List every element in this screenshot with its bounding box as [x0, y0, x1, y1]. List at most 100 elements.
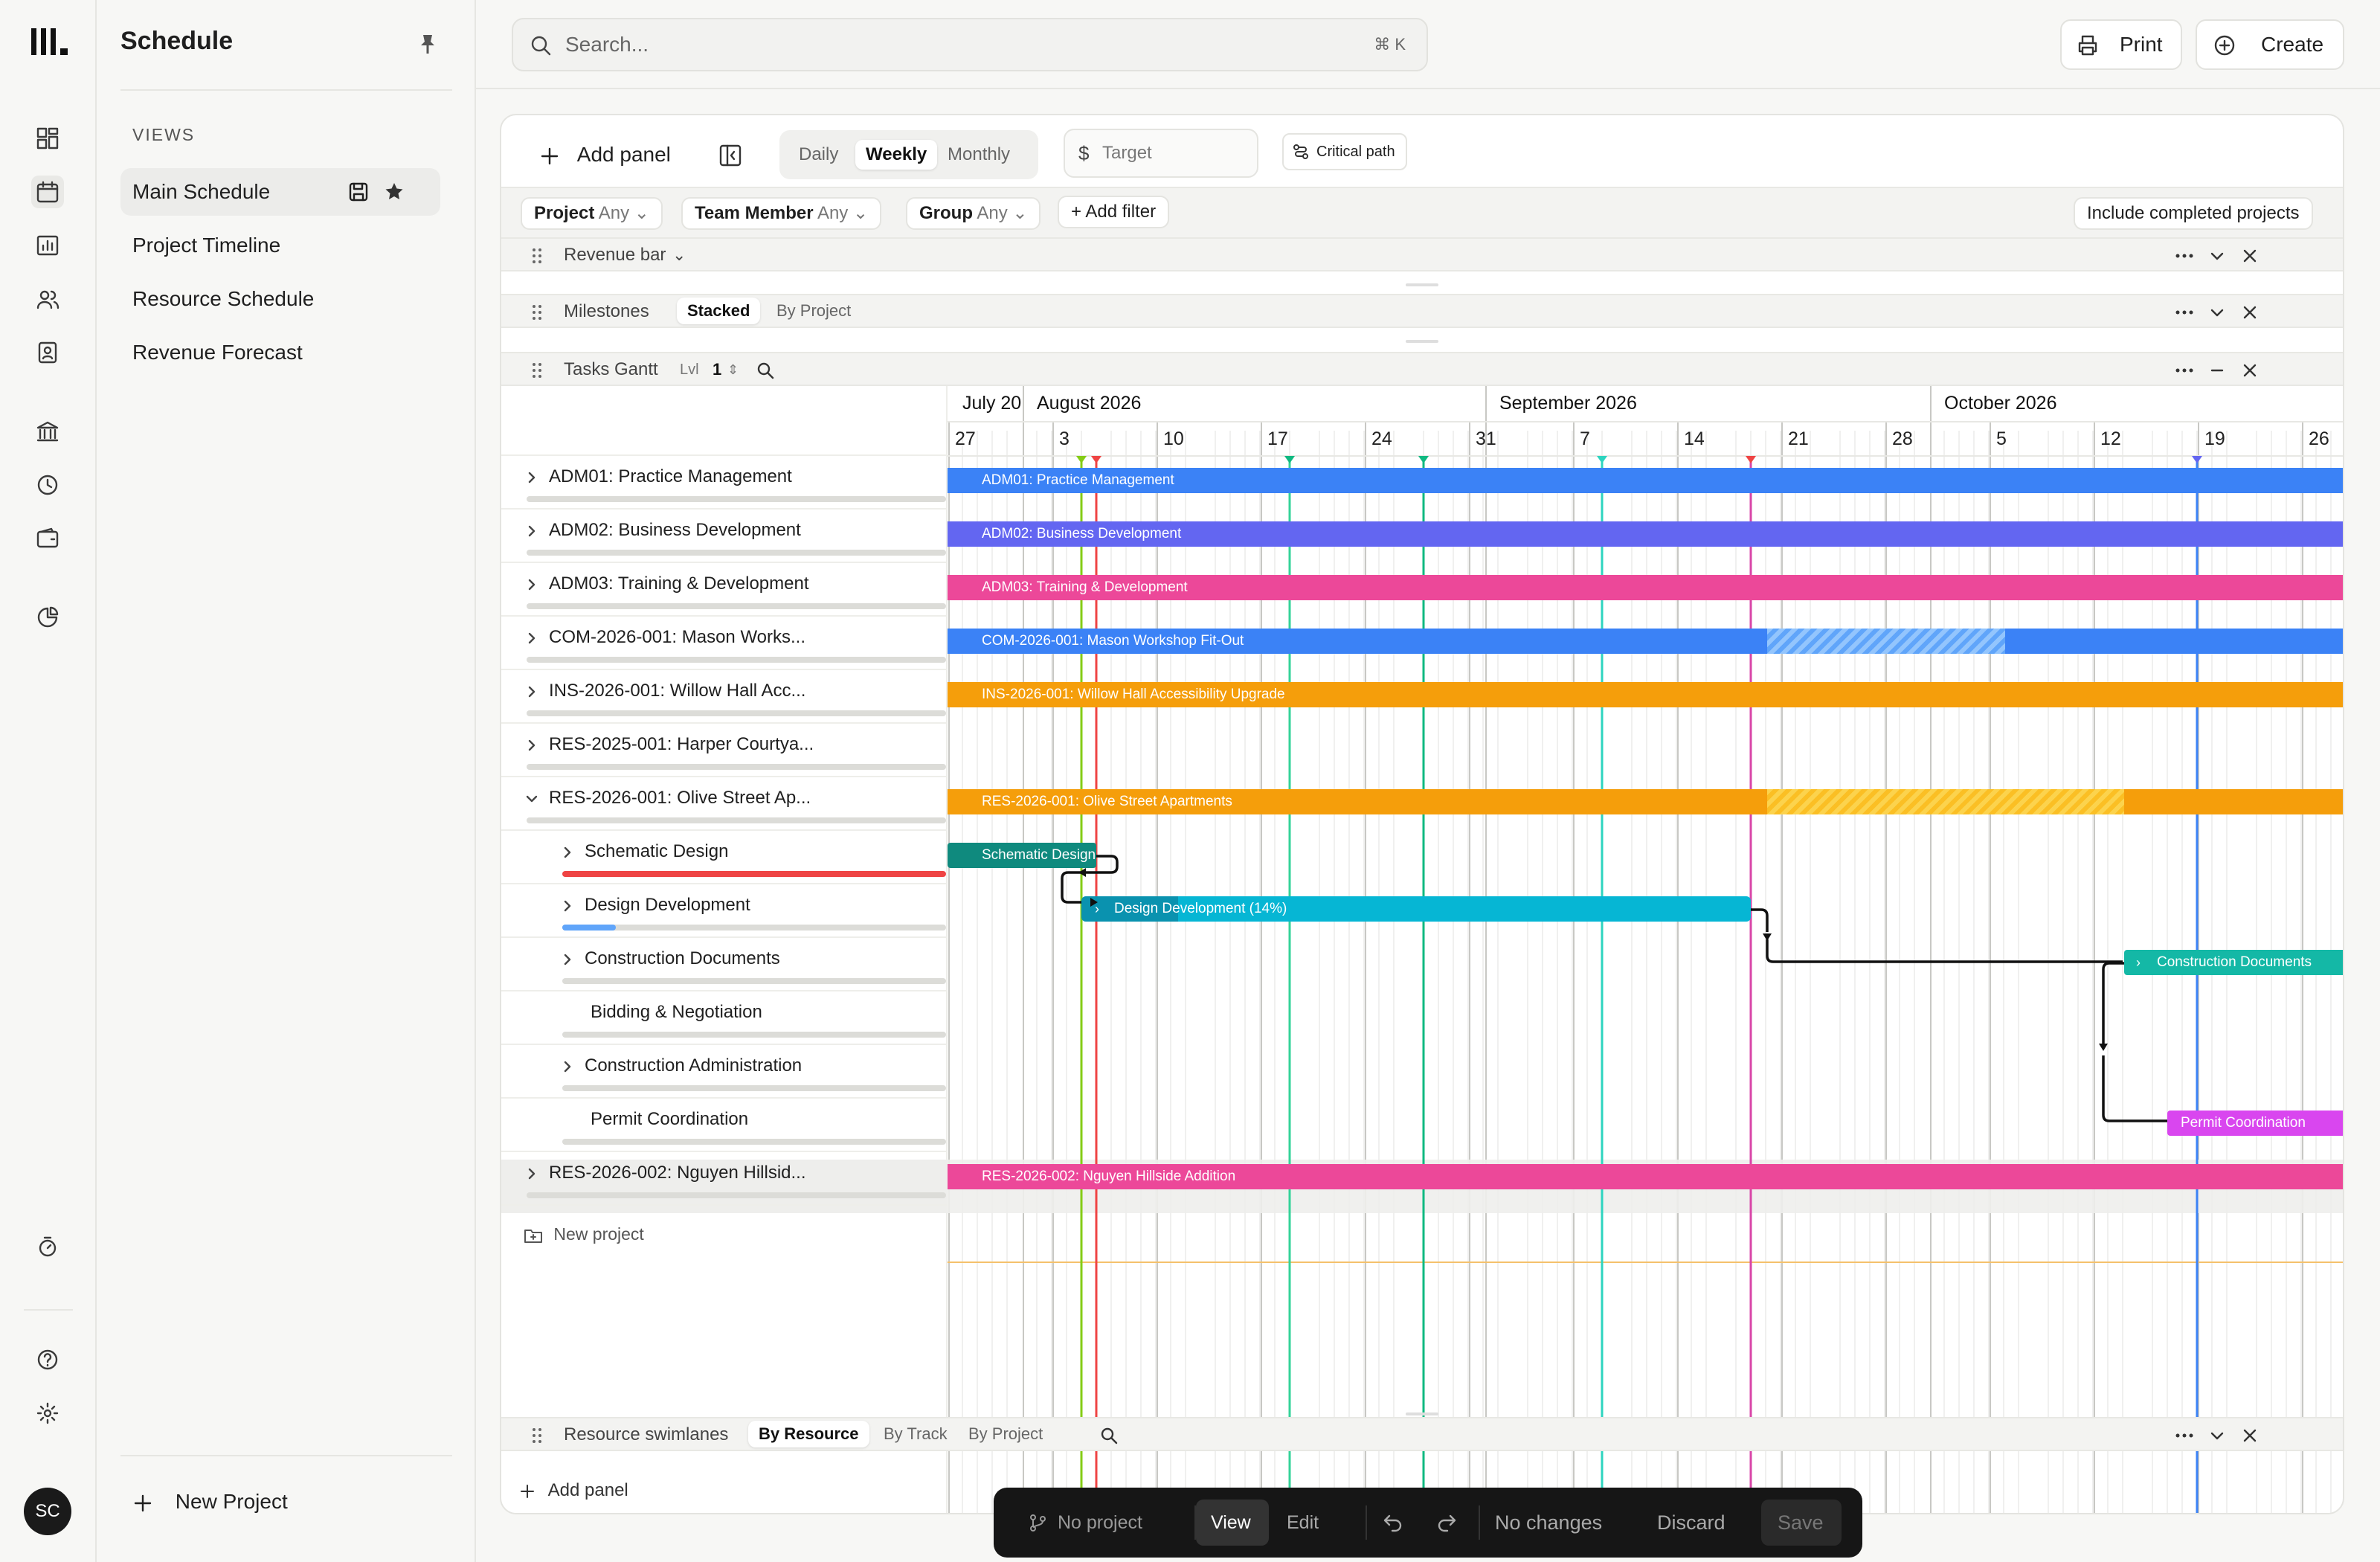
project-selector[interactable]: No project	[1058, 1512, 1142, 1533]
panel-title[interactable]: Revenue bar	[564, 245, 666, 265]
filter-project[interactable]: Project Any ⌄	[521, 197, 663, 230]
drag-handle-icon[interactable]	[531, 1427, 543, 1444]
tab-by-track[interactable]: By Track	[884, 1424, 948, 1443]
chevron-right-icon[interactable]	[524, 523, 540, 539]
app-logo[interactable]	[28, 27, 73, 57]
target-input[interactable]: $ Target	[1064, 129, 1258, 178]
chevron-right-icon[interactable]	[524, 1166, 540, 1182]
save-button[interactable]: Save	[1778, 1511, 1824, 1534]
chevron-right-icon[interactable]	[559, 844, 576, 861]
more-icon[interactable]	[2173, 301, 2196, 324]
gantt-bar[interactable]: ADM02: Business Development	[948, 521, 2343, 547]
view-resource-schedule[interactable]: Resource Schedule	[120, 275, 440, 323]
create-button[interactable]: Create	[2196, 19, 2344, 70]
level-value[interactable]: 1	[713, 360, 722, 379]
period-weekly[interactable]: Weekly	[855, 140, 938, 170]
edit-mode-button[interactable]: Edit	[1287, 1512, 1319, 1533]
resize-handle[interactable]	[1406, 1412, 1438, 1415]
close-icon[interactable]	[2239, 245, 2261, 267]
period-monthly[interactable]: Monthly	[948, 144, 1011, 164]
period-daily[interactable]: Daily	[799, 144, 839, 164]
pin-icon[interactable]	[415, 31, 440, 57]
help-icon[interactable]	[31, 1343, 64, 1376]
chevron-right-icon[interactable]	[524, 737, 540, 753]
task-row[interactable]: Bidding & Negotiation	[501, 991, 948, 1045]
add-panel-footer-button[interactable]: Add panel	[519, 1473, 628, 1508]
search-input[interactable]: Search... ⌘ K	[512, 18, 1428, 71]
people-icon[interactable]	[31, 283, 64, 315]
gantt-bar[interactable]: ADM03: Training & Development	[948, 575, 2343, 600]
chevron-right-icon[interactable]	[524, 630, 540, 646]
add-filter-button[interactable]: + Add filter	[1058, 196, 1170, 228]
clock-icon[interactable]	[31, 469, 64, 501]
calendar-icon[interactable]	[31, 176, 64, 208]
minimize-icon[interactable]	[2206, 359, 2228, 382]
new-project-row[interactable]: New project	[524, 1219, 644, 1249]
chevron-down-icon[interactable]: ⌄	[672, 245, 686, 264]
search-icon[interactable]	[756, 361, 775, 380]
discard-button[interactable]: Discard	[1657, 1511, 1726, 1534]
task-row[interactable]: INS-2026-001: Willow Hall Acc...	[501, 670, 948, 724]
tab-by-resource[interactable]: By Resource	[748, 1421, 869, 1447]
drag-handle-icon[interactable]	[531, 248, 543, 264]
view-mode-button[interactable]: View	[1211, 1512, 1251, 1533]
chevron-right-icon[interactable]	[559, 898, 576, 914]
timer-icon[interactable]	[31, 1230, 64, 1263]
critical-path-button[interactable]: Critical path	[1282, 133, 1407, 170]
collapse-chevron-icon[interactable]	[2206, 1424, 2228, 1447]
gantt-bar[interactable]: ADM01: Practice Management	[948, 468, 2343, 493]
filter-group[interactable]: Group Any ⌄	[906, 197, 1041, 230]
chevron-right-icon[interactable]	[559, 951, 576, 968]
settings-gear-icon[interactable]	[31, 1397, 64, 1430]
task-row[interactable]: Construction Documents	[501, 938, 948, 991]
task-row[interactable]: Schematic Design	[501, 831, 948, 884]
tab-by-project[interactable]: By Project	[968, 1424, 1043, 1443]
gantt-bar[interactable]: › Design Development (14%)	[1081, 896, 1751, 922]
collapse-chevron-icon[interactable]	[2206, 245, 2228, 267]
resize-handle[interactable]	[1406, 340, 1438, 343]
print-button[interactable]: Print	[2060, 19, 2182, 70]
tab-by-project[interactable]: By Project	[776, 301, 852, 320]
chevron-right-icon[interactable]: ›	[1095, 901, 1099, 916]
include-completed-toggle[interactable]: Include completed projects	[2074, 197, 2313, 230]
undo-icon[interactable]	[1382, 1511, 1404, 1534]
gantt-bar[interactable]: INS-2026-001: Willow Hall Accessibility …	[948, 682, 2343, 707]
more-icon[interactable]	[2173, 1424, 2196, 1447]
gantt-bar[interactable]: › Construction Documents	[2124, 950, 2343, 975]
gantt-bar[interactable]: Permit Coordination	[2167, 1111, 2343, 1136]
view-main-schedule[interactable]: Main Schedule	[120, 168, 440, 216]
pie-chart-icon[interactable]	[31, 601, 64, 634]
task-row[interactable]: RES-2026-001: Olive Street Ap...	[501, 777, 948, 831]
filter-team-member[interactable]: Team Member Any ⌄	[681, 197, 882, 230]
more-icon[interactable]	[2173, 359, 2196, 382]
star-icon[interactable]	[384, 181, 405, 202]
gantt-bar[interactable]: RES-2026-002: Nguyen Hillside Addition	[948, 1164, 2343, 1189]
task-row[interactable]: ADM03: Training & Development	[501, 563, 948, 617]
new-project-button[interactable]: New Project	[132, 1485, 288, 1519]
chevron-right-icon[interactable]	[524, 684, 540, 700]
drag-handle-icon[interactable]	[531, 304, 543, 321]
chevron-right-icon[interactable]	[559, 1058, 576, 1075]
level-stepper-icon[interactable]: ⇕	[727, 362, 739, 377]
add-panel-button[interactable]: Add panel	[540, 138, 671, 172]
redo-icon[interactable]	[1435, 1511, 1458, 1534]
view-revenue-forecast[interactable]: Revenue Forecast	[120, 329, 440, 376]
task-row[interactable]: RES-2025-001: Harper Courtya...	[501, 724, 948, 777]
avatar[interactable]: SC	[24, 1488, 71, 1535]
task-row[interactable]: RES-2026-002: Nguyen Hillsid...	[501, 1152, 948, 1206]
dashboard-icon[interactable]	[31, 122, 64, 155]
close-icon[interactable]	[2239, 1424, 2261, 1447]
task-row[interactable]: ADM02: Business Development	[501, 510, 948, 563]
resize-handle[interactable]	[1406, 283, 1438, 286]
save-view-icon[interactable]	[348, 181, 369, 202]
view-project-timeline[interactable]: Project Timeline	[120, 222, 440, 269]
task-row[interactable]: Design Development	[501, 884, 948, 938]
more-icon[interactable]	[2173, 245, 2196, 267]
drag-handle-icon[interactable]	[531, 362, 543, 379]
gantt-bar[interactable]: COM-2026-001: Mason Workshop Fit-Out	[948, 629, 2343, 654]
wallet-icon[interactable]	[31, 522, 64, 555]
collapse-chevron-icon[interactable]	[2206, 301, 2228, 324]
task-row[interactable]: Construction Administration	[501, 1045, 948, 1099]
close-icon[interactable]	[2239, 301, 2261, 324]
bank-icon[interactable]	[31, 415, 64, 448]
